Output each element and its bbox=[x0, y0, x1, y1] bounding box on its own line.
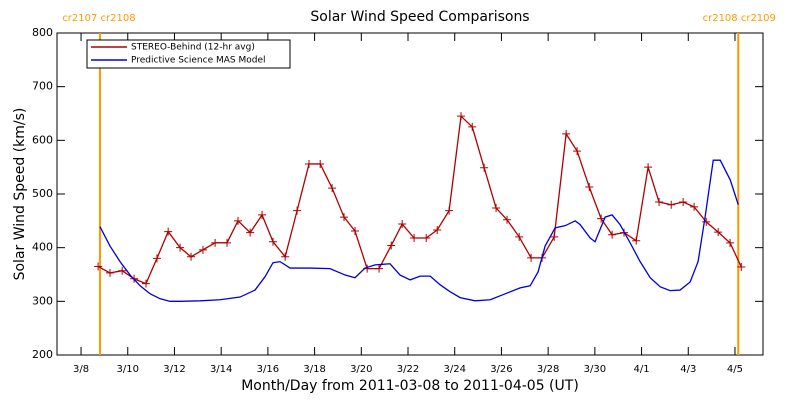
point-marker bbox=[503, 215, 512, 224]
x-tick-label: 3/30 bbox=[584, 364, 606, 375]
point-marker bbox=[152, 254, 161, 263]
point-marker bbox=[562, 129, 571, 138]
point-marker bbox=[644, 163, 653, 172]
chart-title: Solar Wind Speed Comparisons bbox=[310, 9, 529, 25]
point-marker bbox=[422, 234, 431, 243]
point-marker bbox=[387, 241, 396, 250]
point-marker bbox=[690, 202, 699, 211]
point-marker bbox=[726, 238, 735, 247]
point-marker bbox=[118, 266, 127, 275]
point-marker bbox=[445, 206, 454, 215]
point-marker bbox=[141, 279, 150, 288]
point-marker bbox=[515, 232, 524, 241]
point-marker bbox=[281, 252, 290, 261]
point-marker bbox=[94, 262, 103, 271]
x-tick-label: 4/1 bbox=[634, 364, 650, 375]
point-marker bbox=[468, 122, 477, 131]
point-marker bbox=[679, 198, 688, 207]
point-marker bbox=[304, 159, 313, 168]
x-tick-label: 3/26 bbox=[490, 364, 512, 375]
series-line bbox=[99, 159, 739, 302]
x-tick-label: 3/12 bbox=[163, 364, 185, 375]
y-axis-label: Solar Wind Speed (km/s) bbox=[12, 108, 28, 281]
y-tick-label: 300 bbox=[32, 294, 53, 307]
x-axis-label: Month/Day from 2011-03-08 to 2011-04-05 … bbox=[241, 378, 579, 394]
point-marker bbox=[457, 112, 466, 121]
point-marker bbox=[328, 184, 337, 193]
point-marker bbox=[258, 210, 267, 219]
marker-label: cr2108 cr2109 bbox=[703, 13, 776, 24]
x-tick-label: 3/18 bbox=[303, 364, 325, 375]
point-marker bbox=[410, 234, 419, 243]
point-marker bbox=[655, 198, 664, 207]
x-tick-label: 3/24 bbox=[443, 364, 465, 375]
y-tick-label: 700 bbox=[32, 80, 53, 93]
point-marker bbox=[187, 252, 196, 261]
point-marker bbox=[480, 163, 489, 172]
x-tick-label: 4/3 bbox=[680, 364, 696, 375]
x-tick-label: 3/10 bbox=[117, 364, 139, 375]
point-marker bbox=[106, 268, 115, 277]
point-marker bbox=[246, 228, 255, 237]
y-tick-label: 200 bbox=[32, 348, 53, 361]
point-marker bbox=[176, 243, 185, 252]
point-marker bbox=[223, 238, 232, 247]
point-marker bbox=[269, 237, 278, 246]
point-marker bbox=[492, 203, 501, 212]
point-marker bbox=[573, 147, 582, 156]
point-marker bbox=[667, 200, 676, 209]
point-marker bbox=[198, 245, 207, 254]
y-tick-label: 800 bbox=[32, 26, 53, 39]
point-marker bbox=[737, 262, 746, 271]
x-tick-label: 3/14 bbox=[210, 364, 232, 375]
point-marker bbox=[351, 227, 360, 236]
x-tick-label: 3/8 bbox=[73, 364, 89, 375]
x-tick-label: 3/16 bbox=[257, 364, 279, 375]
point-marker bbox=[585, 183, 594, 192]
y-tick-label: 500 bbox=[32, 187, 53, 200]
point-marker bbox=[608, 230, 617, 239]
y-tick-label: 400 bbox=[32, 241, 53, 254]
x-tick-label: 3/20 bbox=[350, 364, 372, 375]
x-tick-label: 4/5 bbox=[727, 364, 743, 375]
point-marker bbox=[164, 227, 173, 236]
legend-box bbox=[86, 39, 291, 69]
point-marker bbox=[632, 236, 641, 245]
point-marker bbox=[211, 238, 220, 247]
point-marker bbox=[316, 159, 325, 168]
y-tick-label: 600 bbox=[32, 133, 53, 146]
point-marker bbox=[340, 213, 349, 222]
point-marker bbox=[293, 206, 302, 215]
series-line bbox=[97, 114, 742, 285]
point-marker bbox=[233, 216, 242, 225]
point-marker bbox=[527, 253, 536, 262]
point-marker bbox=[398, 220, 407, 229]
x-tick-label: 3/22 bbox=[397, 364, 419, 375]
marker-label: cr2107 cr2108 bbox=[62, 13, 135, 24]
legend-label: STEREO-Behind (12-hr avg) bbox=[131, 43, 255, 53]
point-marker bbox=[702, 217, 711, 226]
point-marker bbox=[433, 225, 442, 234]
point-marker bbox=[550, 232, 559, 241]
x-tick-label: 3/28 bbox=[537, 364, 559, 375]
legend-label: Predictive Science MAS Model bbox=[131, 56, 266, 66]
point-marker bbox=[375, 264, 384, 273]
point-marker bbox=[714, 228, 723, 237]
